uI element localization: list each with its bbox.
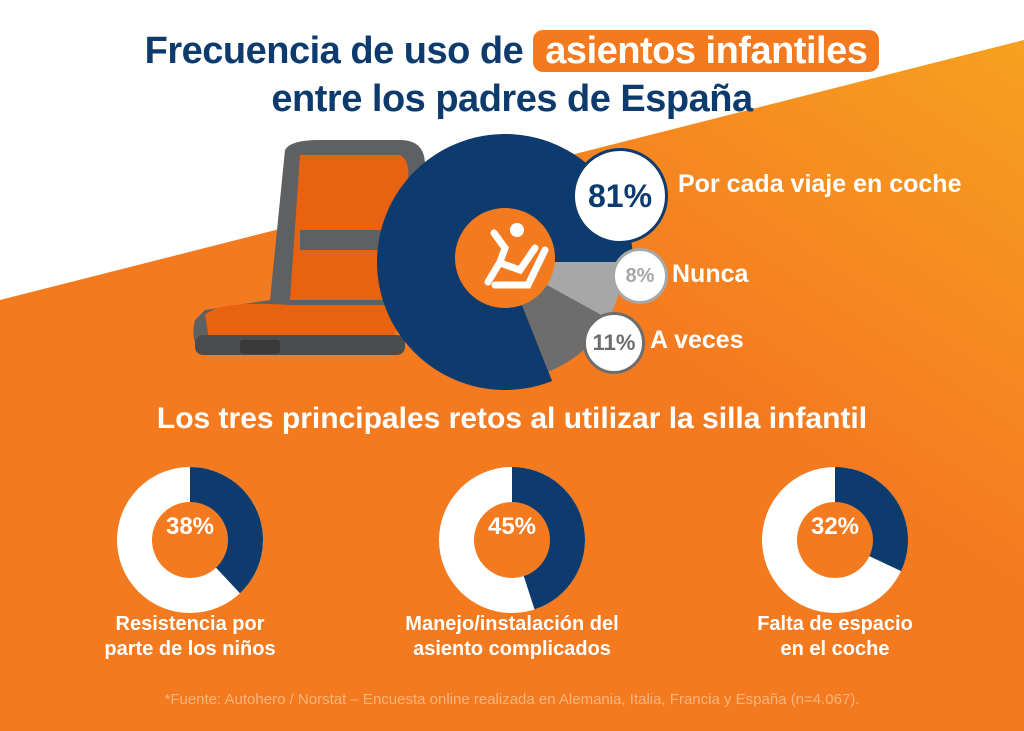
donut-2-caption: Manejo/instalación del asiento complicado… (405, 613, 619, 660)
donut-1-caption: Resistencia por parte de los niños (104, 613, 276, 660)
donut-hole (797, 502, 873, 578)
label-por-cada-viaje: Por cada viaje en coche (678, 170, 962, 198)
child-seat-icon (484, 223, 549, 289)
donut-3-caption: Falta de espacio en el coche (757, 613, 913, 660)
donut-3-value: 32% (810, 513, 860, 540)
donut-1-value: 38% (165, 513, 215, 540)
donut-chart-2 (439, 467, 586, 613)
donut-hole (474, 502, 550, 578)
bubble-81: 81% (572, 148, 668, 244)
donut-chart-1 (117, 467, 264, 613)
bubble-11: 11% (583, 312, 645, 374)
bubble-8: 8% (612, 248, 668, 304)
donut-chart-3 (762, 467, 909, 613)
subtitle: Los tres principales retos al utilizar l… (156, 402, 868, 435)
donut-2-value: 45% (487, 513, 537, 540)
title-line-1: Frecuencia de uso de asientos infantiles (0, 30, 1024, 73)
source-footnote: *Fuente: Autohero / Norstat – Encuesta o… (164, 691, 860, 708)
label-a-veces: A veces (650, 326, 744, 354)
title-line-2: entre los padres de España (271, 78, 753, 120)
title-highlight: asientos infantiles (533, 30, 880, 72)
label-nunca: Nunca (672, 260, 749, 288)
donut-hole (152, 502, 228, 578)
